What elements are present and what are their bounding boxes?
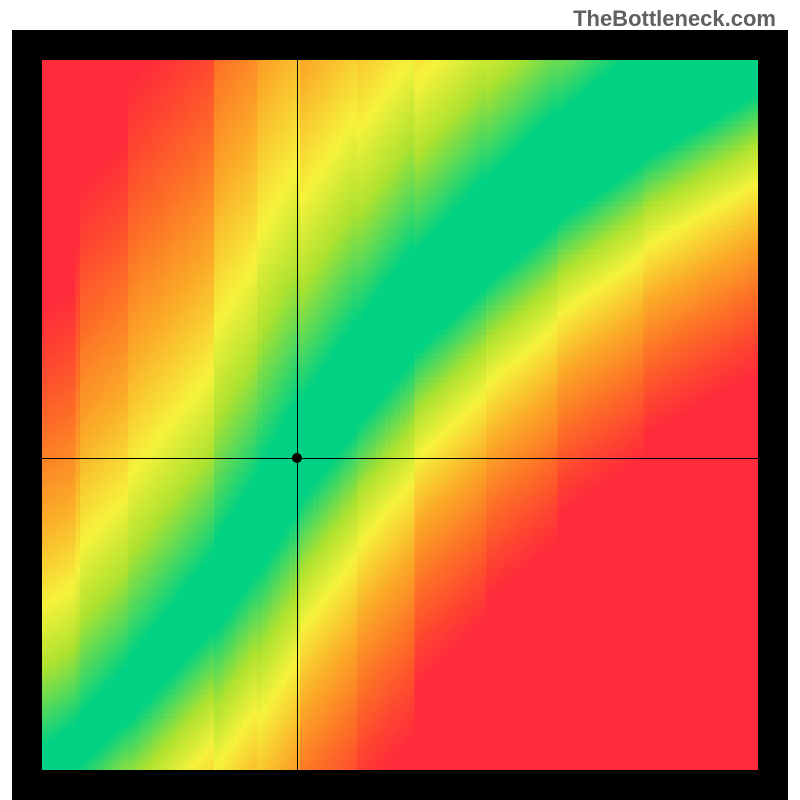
crosshair-horizontal xyxy=(42,458,758,459)
crosshair-vertical xyxy=(297,60,298,770)
selection-marker xyxy=(292,453,302,463)
bottleneck-heatmap xyxy=(42,60,758,770)
watermark-text: TheBottleneck.com xyxy=(573,6,776,32)
chart-container: TheBottleneck.com xyxy=(0,0,800,800)
